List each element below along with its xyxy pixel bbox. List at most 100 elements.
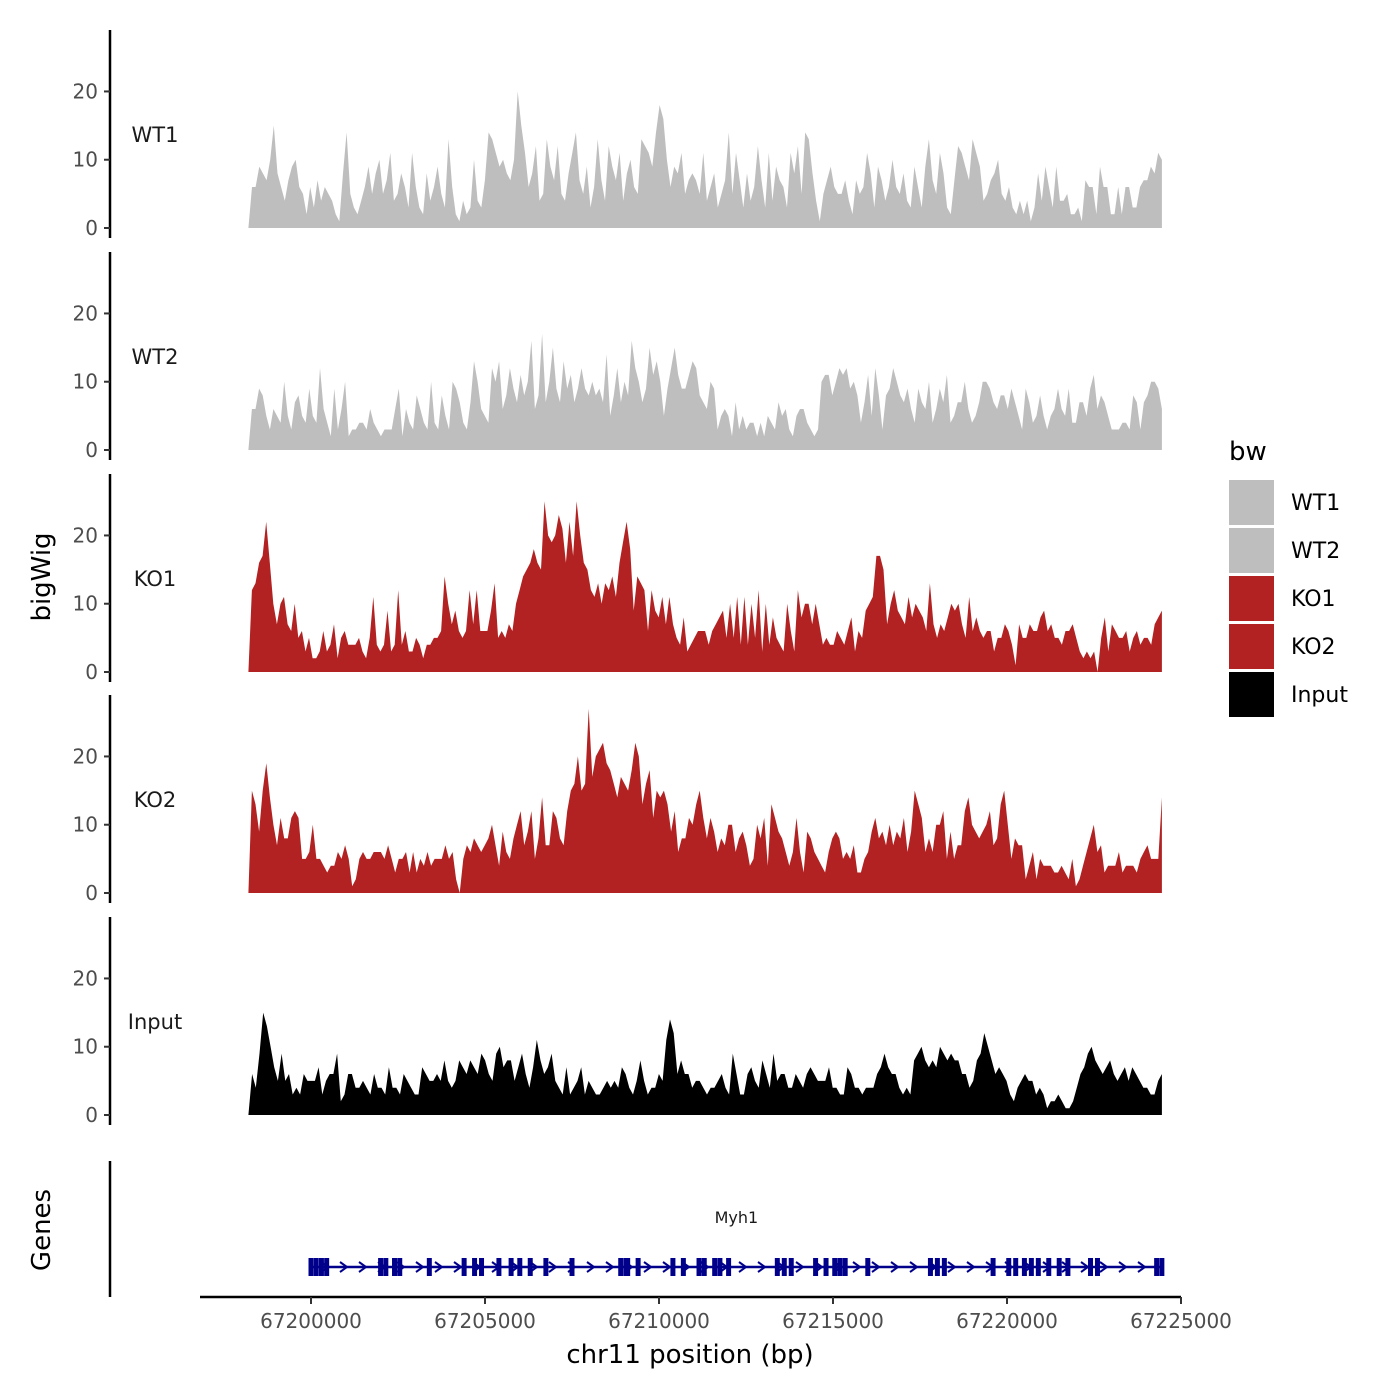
legend-swatch-wt2 (1229, 528, 1274, 573)
y-tick-label-wt1-20: 20 (73, 79, 98, 103)
series-area-ko2 (248, 708, 1162, 893)
exon-mark-42 (1006, 1258, 1012, 1276)
panel-ko2: 0 10 20 KO2 (73, 695, 1162, 905)
strand-arrow (643, 1261, 653, 1273)
exon-mark-46 (1035, 1258, 1041, 1276)
exon-mark-24 (696, 1258, 702, 1276)
panel-input: 0 10 20 Input (73, 917, 1162, 1127)
strand-arrow (1099, 1261, 1109, 1273)
exon-mark-36 (842, 1258, 848, 1276)
gene-label: Myh1 (715, 1208, 759, 1227)
exon-mark-41 (990, 1258, 996, 1276)
y-tick-label-wt1-10: 10 (73, 148, 98, 172)
y-tick-label-input-0: 0 (85, 1103, 98, 1127)
track-label-ko2: KO2 (134, 788, 177, 812)
exon-mark-45 (1028, 1258, 1034, 1276)
panel-wt1: 0 10 20 WT1 (73, 30, 1162, 240)
track-label-wt1: WT1 (132, 123, 179, 147)
strand-arrow (795, 1261, 805, 1273)
x-tick-label-67215000: 67215000 (782, 1309, 884, 1333)
strand-arrow (586, 1261, 596, 1273)
legend-label-ko1: KO1 (1291, 587, 1336, 612)
strand-arrow (605, 1261, 615, 1273)
strand-arrow (453, 1261, 463, 1273)
exon-mark-23 (680, 1258, 686, 1276)
legend-label-input: Input (1291, 683, 1348, 708)
y-tick-label-wt1-0: 0 (85, 216, 98, 240)
exon-mark-21 (635, 1258, 641, 1276)
panel-wt2: 0 10 20 WT2 (73, 252, 1162, 462)
y-tick-label-wt2-20: 20 (73, 301, 98, 325)
y-tick-label-ko2-0: 0 (85, 881, 98, 905)
exon-mark-0 (308, 1258, 314, 1276)
exon-mark-3 (324, 1258, 330, 1276)
strand-arrow (434, 1261, 444, 1273)
y-axis-title: bigWig (27, 532, 57, 621)
exon-mark-39 (934, 1258, 940, 1276)
exon-mark-38 (927, 1258, 933, 1276)
exon-mark-34 (832, 1258, 838, 1276)
exon-mark-33 (823, 1258, 829, 1276)
exon-mark-20 (625, 1258, 631, 1276)
exon-mark-32 (813, 1258, 819, 1276)
exon-mark-40 (941, 1258, 947, 1276)
strand-arrow (947, 1261, 957, 1273)
x-tick-label-67225000: 67225000 (1130, 1309, 1232, 1333)
y-tick-label-ko1-0: 0 (85, 660, 98, 684)
x-axis-title: chr11 position (bp) (566, 1340, 813, 1370)
exon-mark-44 (1021, 1258, 1027, 1276)
exon-mark-9 (461, 1258, 467, 1276)
exon-mark-29 (774, 1258, 780, 1276)
y-tick-label-ko1-20: 20 (73, 523, 98, 547)
strand-arrow (662, 1261, 672, 1273)
exon-mark-51 (1094, 1258, 1100, 1276)
strand-arrow (1080, 1261, 1090, 1273)
exon-mark-26 (712, 1258, 718, 1276)
exon-mark-47 (1046, 1258, 1052, 1276)
exon-mark-30 (781, 1258, 787, 1276)
strand-arrow (852, 1261, 862, 1273)
strand-arrow (339, 1261, 349, 1273)
genes-axis-title: Genes (27, 1189, 57, 1271)
x-tick-label-67220000: 67220000 (956, 1309, 1058, 1333)
exon-mark-18 (618, 1258, 624, 1276)
exon-mark-10 (472, 1258, 478, 1276)
exon-mark-2 (318, 1258, 324, 1276)
strand-arrow (1137, 1261, 1147, 1273)
exon-mark-43 (1013, 1258, 1019, 1276)
x-axis: 67200000 67205000 67210000 67215000 67220000… (200, 1295, 1232, 1333)
legend-swatch-ko1 (1229, 576, 1274, 621)
legend-label-wt1: WT1 (1291, 491, 1340, 516)
legend-title: bw (1229, 437, 1267, 467)
y-tick-label-wt2-10: 10 (73, 370, 98, 394)
strand-arrow (358, 1261, 368, 1273)
exon-mark-52 (1154, 1258, 1160, 1276)
x-tick-label-67210000: 67210000 (608, 1309, 710, 1333)
exon-mark-50 (1088, 1258, 1094, 1276)
x-tick-label-67205000: 67205000 (434, 1309, 536, 1333)
track-label-ko1: KO1 (134, 567, 177, 591)
exon-mark-14 (517, 1258, 523, 1276)
exon-mark-25 (701, 1258, 707, 1276)
exon-mark-8 (426, 1258, 432, 1276)
series-area-ko1 (248, 501, 1162, 672)
y-tick-label-wt2-0: 0 (85, 438, 98, 462)
legend-label-ko2: KO2 (1291, 635, 1336, 660)
strand-arrow (966, 1261, 976, 1273)
exon-mark-6 (392, 1258, 398, 1276)
exon-mark-1 (313, 1258, 319, 1276)
legend-label-wt2: WT2 (1291, 539, 1340, 564)
exon-mark-28 (726, 1258, 732, 1276)
y-tick-label-input-20: 20 (73, 966, 98, 990)
exon-mark-16 (543, 1258, 549, 1276)
y-tick-label-ko2-20: 20 (73, 744, 98, 768)
series-area-input (248, 1012, 1162, 1115)
strand-arrow (871, 1261, 881, 1273)
track-label-wt2: WT2 (132, 345, 179, 369)
track-label-input: Input (128, 1010, 182, 1034)
genes-panel: Myh1 (108, 1161, 1165, 1297)
exon-mark-12 (496, 1258, 502, 1276)
legend-swatch-ko2 (1229, 624, 1274, 669)
exon-mark-13 (508, 1258, 514, 1276)
